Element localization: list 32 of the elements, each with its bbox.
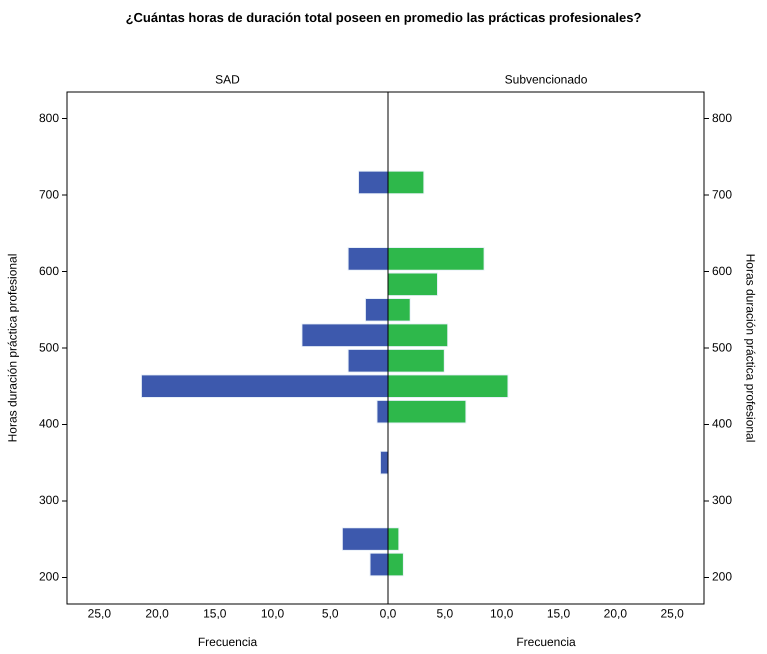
y-tick-label: 200 — [38, 570, 60, 584]
x-tick-label: 10,0 — [490, 606, 514, 621]
y-axis-title: Horas duración práctica profesional — [6, 254, 20, 442]
x-axis-title: Frecuencia — [516, 635, 576, 650]
chart-subtitle: Subvencionado — [504, 72, 588, 86]
y-tick-label: 500 — [38, 340, 60, 354]
y-tick-label: 300 — [712, 493, 732, 508]
y-axis-title: Horas duración práctica profesional — [743, 254, 758, 442]
x-tick-label: 15,0 — [546, 606, 571, 621]
chart-title: ¿Cuántas horas de duración total poseen en promedio las prácticas profesionales? — [124, 10, 642, 25]
x-tick-label: 25,0 — [88, 606, 112, 621]
chart-subtitle: SAD — [215, 72, 240, 86]
x-tick-label: 5,0 — [322, 606, 339, 621]
y-tick-label: 800 — [38, 111, 60, 126]
y-tick-label: 300 — [38, 493, 60, 508]
y-tick-label: 600 — [712, 264, 732, 278]
y-tick-label: 700 — [38, 187, 60, 202]
y-tick-label: 800 — [712, 111, 732, 126]
x-tick-label: 5,0 — [436, 606, 454, 621]
y-tick-label: 600 — [38, 264, 60, 278]
y-tick-label: 200 — [712, 570, 732, 584]
y-tick-label: 400 — [712, 416, 732, 431]
x-tick-label: 10,0 — [260, 606, 285, 621]
x-tick-label: 15,0 — [203, 606, 227, 621]
y-tick-label: 500 — [712, 340, 732, 354]
y-tick-label: 400 — [38, 416, 60, 431]
y-tick-label: 700 — [712, 187, 732, 202]
x-tick-label: 20,0 — [604, 606, 628, 621]
x-tick-label: 0,0 — [380, 606, 397, 621]
x-tick-label: 20,0 — [145, 606, 170, 621]
x-tick-label: 25,0 — [660, 606, 684, 621]
x-axis-title: Frecuencia — [198, 635, 258, 650]
